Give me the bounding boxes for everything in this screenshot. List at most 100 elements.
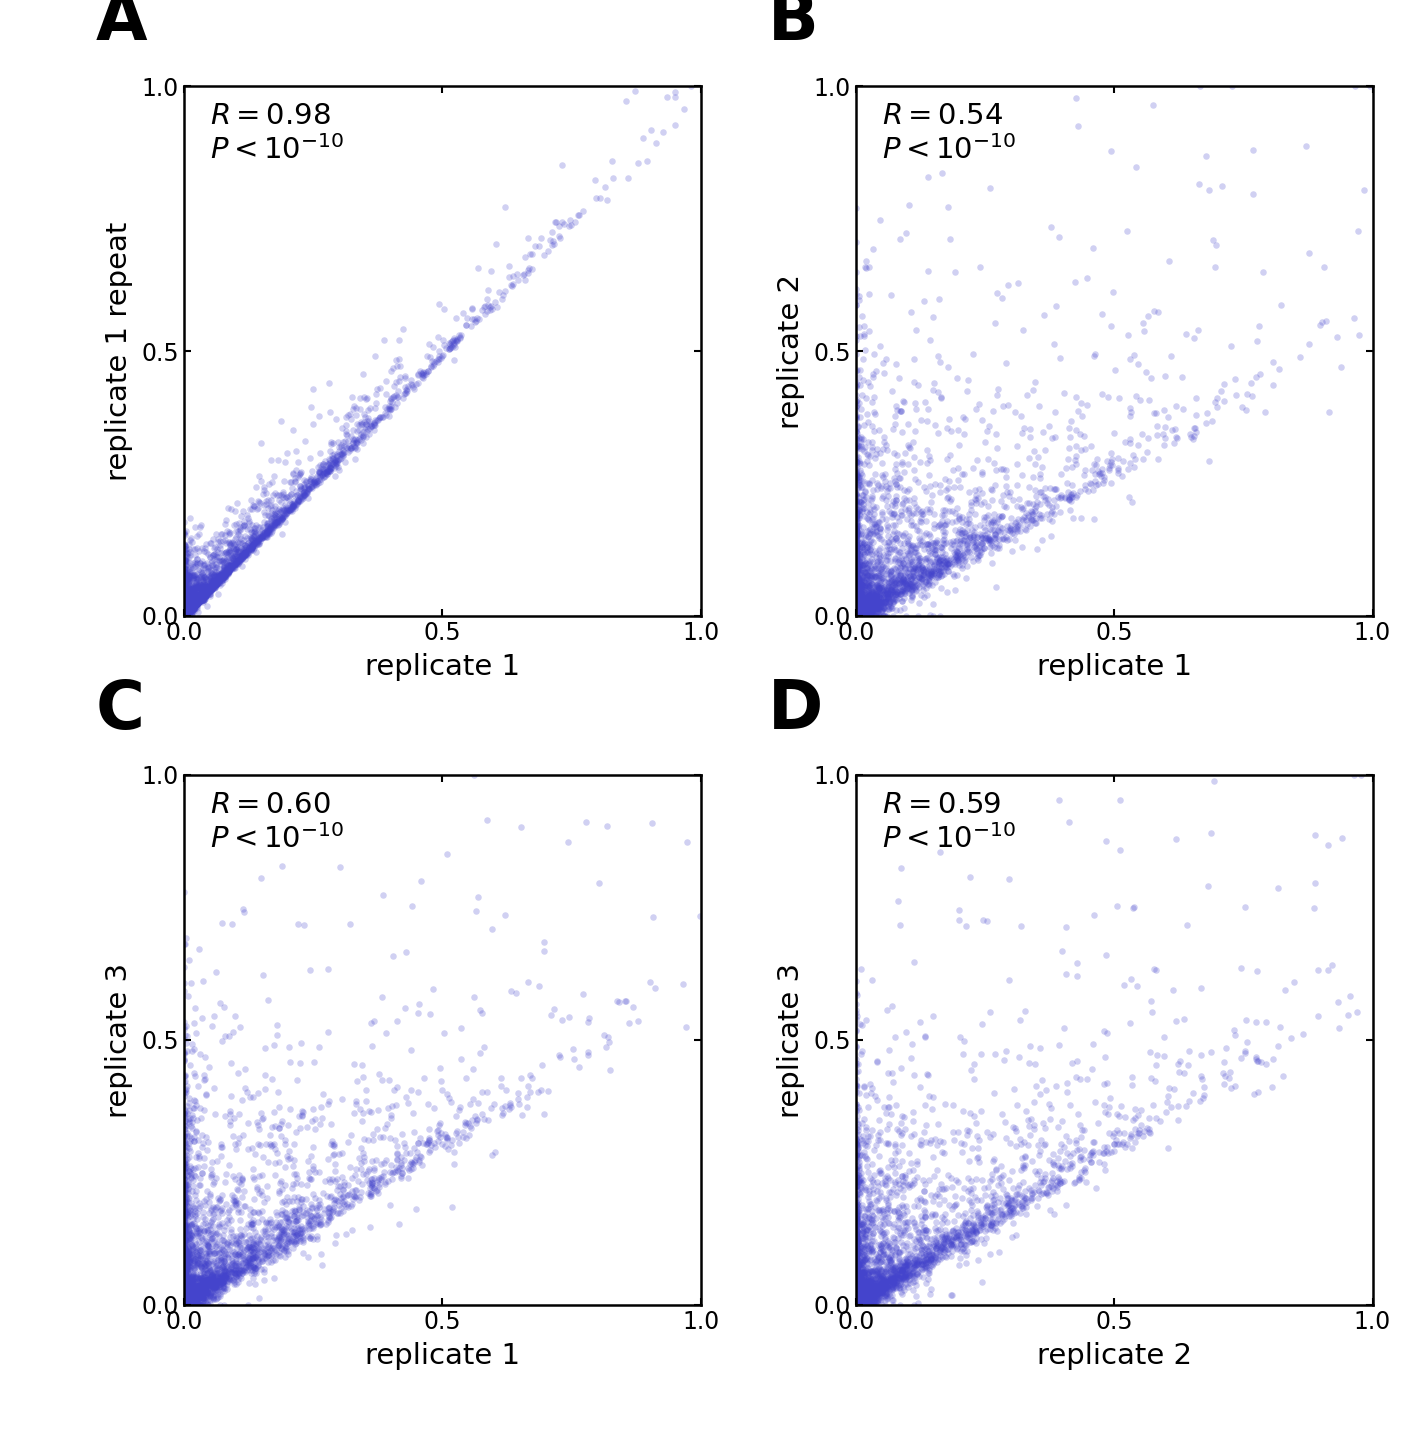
Point (947, 1172, 969, 1195)
Point (1029, 1037, 1051, 1060)
Point (204, 569, 226, 592)
Point (175, 1285, 198, 1308)
Point (216, 1269, 239, 1292)
Point (515, 1086, 538, 1108)
Point (181, 597, 204, 619)
Point (214, 1025, 236, 1048)
Point (899, 541, 921, 564)
Point (174, 1283, 197, 1306)
Point (437, 331, 460, 354)
Point (270, 1177, 293, 1200)
Point (848, 581, 870, 604)
Point (1049, 1167, 1071, 1190)
Point (869, 1288, 891, 1311)
Point (859, 598, 882, 621)
Point (845, 604, 867, 627)
Point (856, 525, 879, 548)
Point (287, 489, 310, 512)
Point (173, 1243, 195, 1266)
Point (889, 1266, 911, 1289)
Point (173, 591, 195, 614)
Point (846, 551, 869, 574)
Point (1122, 443, 1145, 466)
Point (173, 604, 195, 627)
Point (183, 1286, 205, 1309)
Point (845, 1285, 867, 1308)
Point (177, 1278, 200, 1301)
Point (849, 1253, 872, 1276)
Point (197, 1273, 219, 1296)
Point (845, 1278, 867, 1301)
Point (174, 1203, 197, 1226)
Point (948, 1246, 971, 1269)
Point (177, 1238, 200, 1260)
Point (184, 1281, 207, 1304)
Point (845, 1271, 867, 1293)
Point (188, 574, 211, 597)
Point (845, 505, 867, 528)
Point (174, 604, 197, 627)
Point (177, 1293, 200, 1316)
Point (846, 519, 869, 542)
Point (175, 1177, 198, 1200)
Point (883, 588, 906, 611)
Point (857, 1282, 880, 1305)
Point (173, 602, 195, 625)
Point (173, 1293, 195, 1316)
Point (845, 594, 867, 617)
Point (1046, 1176, 1068, 1199)
Point (216, 549, 239, 572)
Point (173, 605, 195, 628)
Point (216, 541, 239, 564)
Point (181, 1288, 204, 1311)
Point (461, 298, 484, 321)
Point (845, 597, 867, 619)
Point (204, 1281, 226, 1304)
Point (381, 1162, 403, 1184)
Point (173, 1289, 195, 1312)
Point (190, 589, 212, 612)
Point (299, 469, 321, 492)
Point (454, 1111, 477, 1134)
Point (845, 1076, 867, 1098)
Point (850, 592, 873, 615)
Point (410, 1146, 433, 1169)
Point (927, 556, 949, 579)
Point (173, 1269, 195, 1292)
Point (342, 1101, 365, 1124)
Point (175, 1217, 198, 1240)
Point (252, 500, 275, 523)
Point (437, 337, 460, 360)
Point (872, 1215, 894, 1238)
Point (845, 604, 867, 627)
Point (185, 1216, 208, 1239)
Point (185, 536, 208, 559)
Point (877, 1063, 900, 1086)
Point (856, 1269, 879, 1292)
Point (845, 592, 867, 615)
Point (1070, 391, 1092, 414)
Point (1058, 1094, 1081, 1117)
Point (184, 589, 207, 612)
Point (175, 1283, 198, 1306)
Point (174, 599, 197, 622)
Point (848, 602, 870, 625)
Point (957, 1228, 979, 1250)
Point (872, 1269, 894, 1292)
Point (850, 1271, 873, 1293)
Point (174, 1243, 197, 1266)
Point (981, 488, 1003, 511)
Point (174, 584, 197, 607)
Point (395, 941, 417, 964)
Point (845, 1288, 867, 1311)
Point (846, 585, 869, 608)
Point (293, 483, 316, 506)
Point (286, 1206, 308, 1229)
Point (845, 404, 867, 427)
Point (225, 1266, 248, 1289)
Point (848, 1289, 870, 1312)
Point (857, 591, 880, 614)
Point (846, 584, 869, 607)
Point (870, 1275, 893, 1298)
Point (173, 584, 195, 607)
